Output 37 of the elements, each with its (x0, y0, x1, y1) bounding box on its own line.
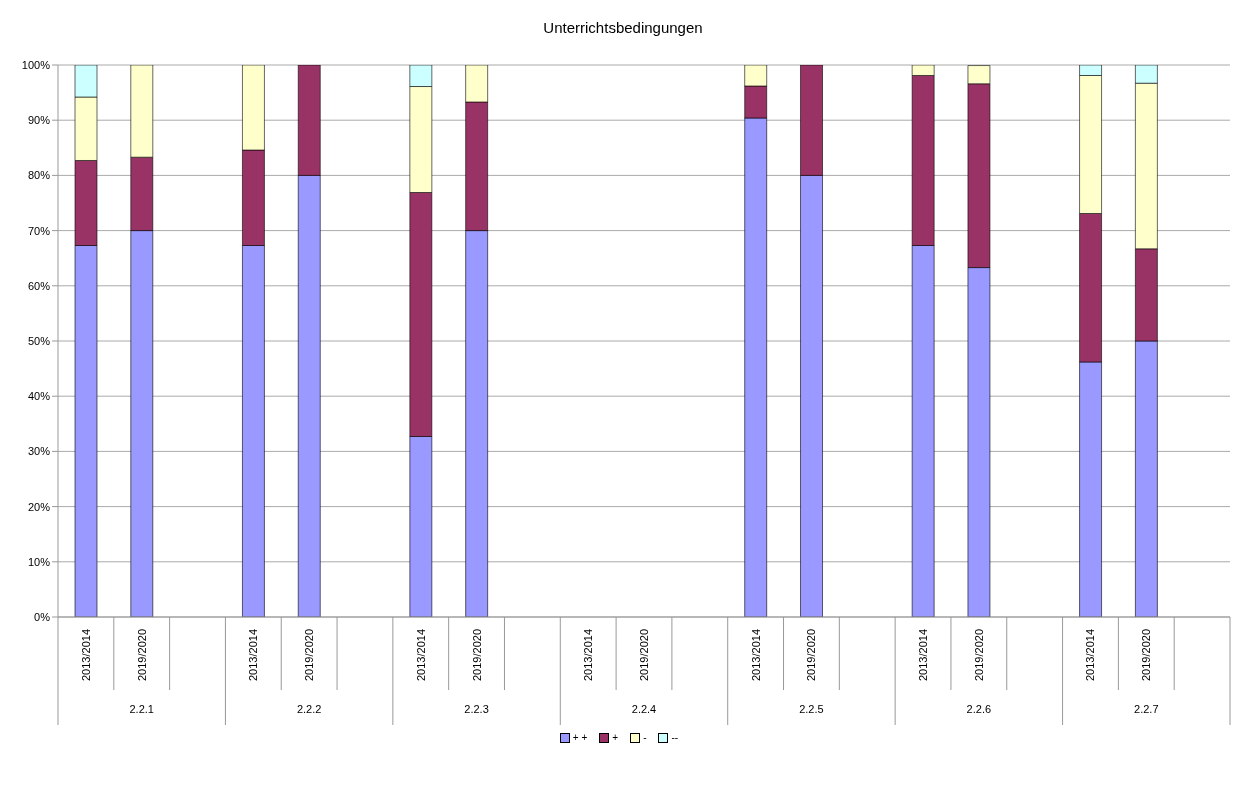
x-tick-label: 2019/2020 (972, 629, 985, 681)
legend-label: - (643, 732, 647, 743)
x-tick-label: 2019/2020 (470, 629, 483, 681)
y-tick-label: 10% (27, 555, 51, 568)
text: 2.2.1 (129, 703, 154, 715)
legend-label: -- (671, 732, 679, 743)
chart-title: Unterrichtsbedingungen (542, 18, 704, 38)
y-tick-label: 70% (27, 224, 51, 237)
y-tick-label: 20% (27, 500, 51, 513)
text: 2.2.4 (631, 703, 657, 715)
text: 2.2.7 (1134, 703, 1159, 715)
text: 2.2.3 (464, 703, 489, 715)
x-tick-label: 2013/2014 (414, 629, 427, 681)
y-tick-label: 40% (27, 390, 51, 403)
x-tick-label: 2019/2020 (1140, 629, 1153, 681)
x-tick-label: 2013/2014 (917, 629, 930, 681)
y-tick-label: 30% (27, 445, 51, 458)
x-tick-label: 2019/2020 (303, 629, 316, 681)
legend-label: + + (572, 732, 588, 743)
y-tick-label: 90% (27, 114, 51, 127)
x-tick-label: 2013/2014 (1084, 629, 1097, 681)
text: 2.2.2 (296, 703, 322, 715)
x-tick-label: 2019/2020 (135, 629, 148, 681)
legend-label: + (612, 732, 619, 743)
x-tick-label: 2013/2014 (582, 629, 595, 681)
x-tick-label: 2013/2014 (79, 629, 92, 681)
y-tick-label: 100% (21, 58, 51, 71)
y-tick-label: 60% (27, 279, 51, 292)
y-tick-label: 0% (34, 610, 51, 623)
x-tick-label: 2019/2020 (638, 629, 650, 681)
y-tick-label: 50% (27, 334, 51, 347)
text: 2.2.5 (799, 703, 824, 715)
y-tick-label: 80% (27, 169, 51, 182)
x-tick-label: 2013/2014 (749, 629, 762, 681)
text: 2.2.6 (966, 703, 992, 715)
x-tick-label: 2019/2020 (805, 629, 818, 681)
x-tick-label: 2013/2014 (247, 629, 260, 681)
